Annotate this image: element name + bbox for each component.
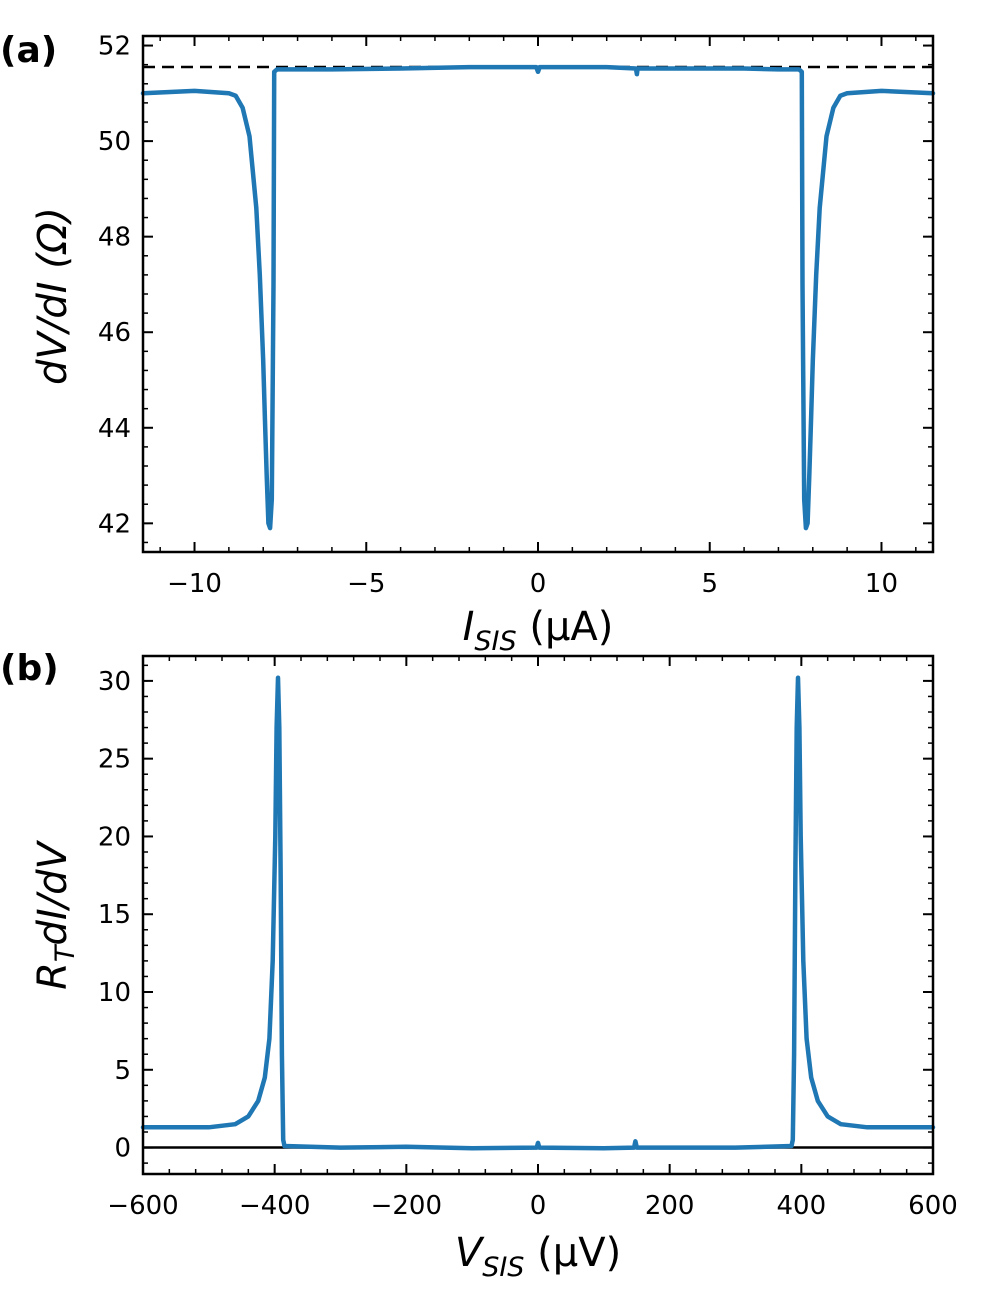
x-tick-label: 5: [701, 569, 718, 599]
y-tick-label: 10: [98, 978, 131, 1008]
x-tick-label: 10: [865, 569, 898, 599]
y-tick-label: 0: [114, 1134, 131, 1164]
panel-a-plot-area: [140, 64, 936, 531]
x-tick-label: 400: [777, 1191, 827, 1221]
panel-a-label: (a): [0, 30, 57, 71]
panel-b-label: (b): [0, 648, 59, 689]
y-tick-label: 46: [98, 318, 131, 348]
panel-a-tick-labels: −10 −5 0 5 10 42 44 46 48 50 52: [98, 32, 898, 599]
x-tick-label: 0: [530, 569, 547, 599]
y-tick-label: 20: [98, 822, 131, 852]
x-tick-label: −600: [107, 1191, 178, 1221]
panel-b-plot-area: [140, 675, 936, 1151]
y-tick-label: 15: [98, 900, 131, 930]
y-tick-label: 5: [114, 1056, 131, 1086]
y-tick-label: 50: [98, 127, 131, 157]
y-tick-label: 48: [98, 223, 131, 253]
panel-b-series-line: [140, 675, 936, 1151]
panel-a: (a) −10 −5 0 5 10 42 44 46 48 50 52 ISIS (μA) dV/d…: [0, 30, 936, 657]
panel-b-ticks: [142, 656, 934, 1174]
y-tick-label: 52: [98, 32, 131, 62]
y-tick-label: 42: [98, 509, 131, 539]
panel-b-x-axis-label: VSIS (μV): [455, 1230, 621, 1283]
x-tick-label: 600: [908, 1191, 958, 1221]
y-tick-label: 44: [98, 414, 131, 444]
panel-a-series-line: [140, 64, 936, 531]
y-tick-label: 30: [98, 667, 131, 697]
panel-a-x-axis-label: ISIS (μA): [463, 604, 614, 657]
x-tick-label: −200: [371, 1191, 442, 1221]
y-tick-label: 25: [98, 745, 131, 775]
panel-b-frame: [141, 654, 935, 1176]
x-tick-label: 0: [530, 1191, 547, 1221]
panel-a-y-axis-label: dV/dI (Ω): [30, 207, 76, 385]
x-tick-label: 200: [645, 1191, 695, 1221]
panel-b: (b) −600 −400 −200 0 200 400 600 0 5 10 15 20 25 30 V…: [0, 648, 958, 1283]
panel-b-tick-labels: −600 −400 −200 0 200 400 600 0 5 10 15 20 25 30: [98, 667, 958, 1221]
x-tick-label: −5: [347, 569, 385, 599]
x-tick-label: −10: [167, 569, 222, 599]
panel-a-frame: [141, 34, 935, 554]
x-tick-label: −400: [239, 1191, 310, 1221]
panel-b-y-axis-label: RTdI/dV: [30, 840, 81, 990]
